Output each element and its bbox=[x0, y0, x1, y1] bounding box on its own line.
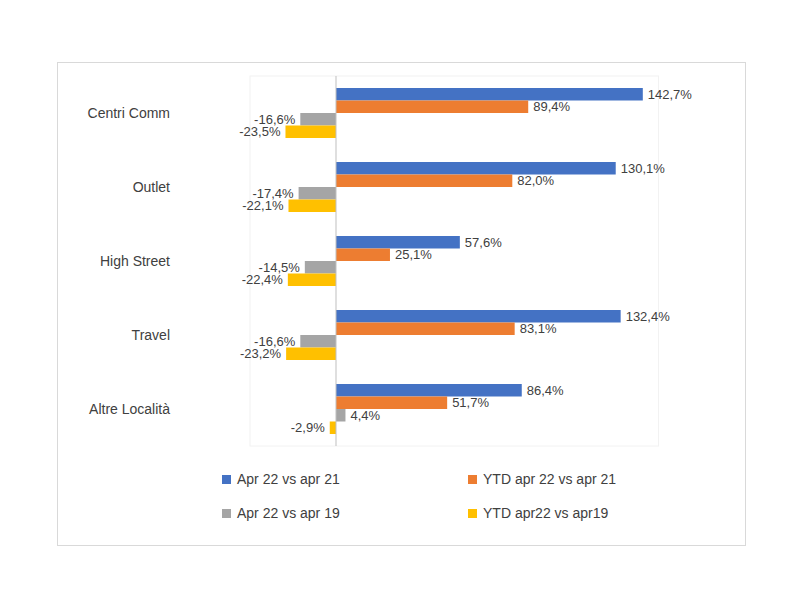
bar bbox=[336, 162, 616, 175]
data-label: -22,1% bbox=[242, 198, 284, 213]
bar bbox=[286, 348, 336, 361]
bar bbox=[299, 187, 336, 200]
data-label: 130,1% bbox=[621, 161, 666, 176]
data-label: 82,0% bbox=[517, 173, 554, 188]
legend-label: Apr 22 vs apr 21 bbox=[237, 471, 340, 487]
bar bbox=[336, 323, 515, 336]
bar bbox=[336, 101, 528, 114]
category-label: High Street bbox=[100, 253, 170, 269]
bar bbox=[305, 261, 336, 274]
category-label: Centri Comm bbox=[88, 105, 170, 121]
plot-frame bbox=[250, 76, 659, 446]
bar bbox=[300, 113, 336, 126]
data-labels: 142,7%89,4%-16,6%-23,5%130,1%82,0%-17,4%… bbox=[239, 87, 692, 436]
bar bbox=[300, 335, 336, 348]
legend-swatch bbox=[222, 509, 231, 518]
bar bbox=[288, 274, 336, 287]
data-label: -23,5% bbox=[239, 124, 281, 139]
bar bbox=[336, 249, 390, 262]
data-label: 142,7% bbox=[648, 87, 693, 102]
legend-swatch bbox=[468, 509, 477, 518]
legend-label: YTD apr 22 vs apr 21 bbox=[483, 471, 616, 487]
category-label: Outlet bbox=[133, 179, 170, 195]
legend-swatch bbox=[222, 475, 231, 484]
data-label: 51,7% bbox=[452, 395, 489, 410]
legend: Apr 22 vs apr 21 YTD apr 22 vs apr 21 Apr … bbox=[222, 471, 616, 521]
data-label: -2,9% bbox=[291, 420, 325, 435]
data-label: 25,1% bbox=[395, 247, 432, 262]
axis-line bbox=[336, 76, 337, 446]
bar bbox=[336, 88, 643, 101]
legend-swatch bbox=[468, 475, 477, 484]
page: {"chart_data": { "type": "bar", "orienta… bbox=[0, 0, 800, 600]
legend-label: YTD apr22 vs apr19 bbox=[483, 505, 608, 521]
bar bbox=[330, 422, 336, 435]
bar bbox=[288, 200, 336, 213]
category-labels: Centri Comm Outlet High Street Travel Altre … bbox=[88, 105, 171, 417]
data-label: 83,1% bbox=[520, 321, 557, 336]
bar bbox=[336, 175, 512, 188]
category-label: Altre Località bbox=[89, 401, 170, 417]
data-label: 86,4% bbox=[527, 383, 564, 398]
data-label: 4,4% bbox=[350, 408, 380, 423]
bar bbox=[336, 409, 345, 422]
legend-label: Apr 22 vs apr 19 bbox=[237, 505, 340, 521]
data-label: 57,6% bbox=[465, 235, 502, 250]
data-label: 89,4% bbox=[533, 99, 570, 114]
data-label: 132,4% bbox=[626, 309, 671, 324]
data-label: -23,2% bbox=[240, 346, 282, 361]
bar bbox=[336, 310, 621, 323]
data-label: -22,4% bbox=[242, 272, 284, 287]
bar bbox=[285, 126, 336, 139]
bars bbox=[285, 88, 642, 434]
chart: 142,7%89,4%-16,6%-23,5%130,1%82,0%-17,4%… bbox=[0, 0, 800, 600]
category-label: Travel bbox=[132, 327, 170, 343]
bar bbox=[336, 384, 522, 397]
chart-border bbox=[58, 63, 746, 546]
